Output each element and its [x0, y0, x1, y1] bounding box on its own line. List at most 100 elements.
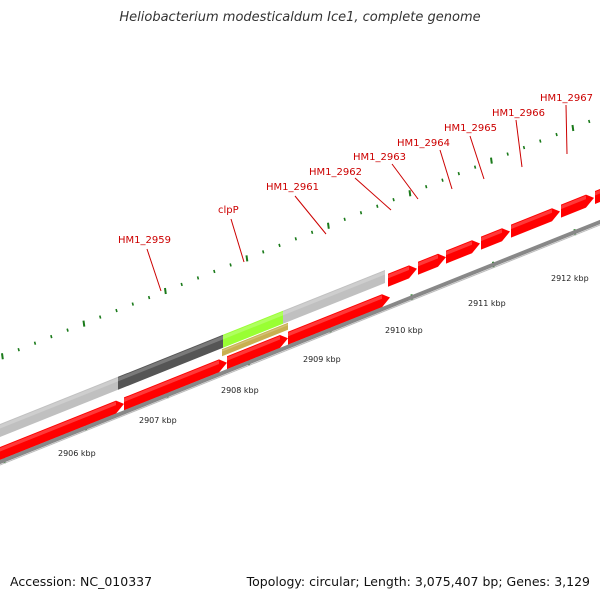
minor-tick: [131, 302, 134, 306]
minor-tick: [213, 269, 216, 274]
major-tick: [571, 124, 575, 132]
feature-upper-gray-2: [283, 270, 385, 324]
feature-upper-hm1-2959-shine: [118, 335, 223, 382]
minor-tick: [539, 139, 542, 143]
gene-labels: HM1_2959 clpP HM1_2961 HM1_2962 HM1_2963 HM1_…: [118, 93, 593, 246]
feature-upper-clpp: [223, 310, 283, 348]
cds-lower-2-body: [124, 359, 227, 411]
minor-tick: [506, 152, 509, 156]
leader-2: [294, 195, 327, 235]
minor-tick: [278, 243, 281, 248]
gene-label-HM1_2964: HM1_2964: [397, 138, 450, 149]
minor-tick: [262, 250, 265, 254]
minor-tick: [425, 184, 428, 189]
genome-backbone: [0, 219, 600, 466]
minor-tick: [310, 230, 314, 235]
kbp-label-1: 2907 kbp: [139, 416, 177, 425]
kbp-label-6: 2912 kbp: [551, 274, 589, 283]
feature-upper-gray-2-shine: [283, 271, 385, 316]
gene-label-clpP: clpP: [218, 205, 239, 216]
cds-hm1-2964-shine: [481, 229, 502, 242]
kbp-label-4: 2910 kbp: [385, 326, 423, 335]
major-tick: [327, 222, 330, 229]
gene-label-HM1_2962: HM1_2962: [309, 167, 362, 178]
minor-tick: [555, 132, 558, 137]
cds-hm1-2962-shine: [418, 254, 438, 267]
map-title: Heliobacterium modesticaldum Ice1, compl…: [119, 10, 481, 25]
minor-tick: [99, 315, 102, 319]
minor-tick: [147, 295, 151, 300]
cds-lower-1-shine: [0, 401, 116, 452]
minor-tick: [33, 341, 37, 345]
minor-tick: [50, 334, 53, 339]
minor-tick: [294, 237, 297, 241]
leader-5: [439, 149, 453, 190]
label-leader-lines: [146, 104, 568, 292]
gene-label-HM1_2966: HM1_2966: [492, 108, 545, 119]
backbone-shadow: [0, 224, 600, 466]
cds-lower-3: [227, 335, 288, 370]
cds-hm1-2967: [595, 188, 600, 204]
minor-tick: [473, 165, 477, 169]
accession-text: Accession: NC_010337: [10, 574, 153, 589]
minor-tick: [457, 171, 460, 176]
cds-lower-1: [0, 400, 124, 461]
cds-hm1-2962: [418, 253, 446, 275]
feature-clpp-olive-shine: [222, 323, 288, 352]
topology-text: Topology: circular: [246, 574, 356, 589]
cds-hm1-2963-body: [446, 240, 480, 264]
minor-tick: [522, 145, 526, 150]
cds-hm1-2961-shine: [388, 266, 409, 279]
cds-lower-4-body: [288, 294, 390, 345]
kbp-label-5: 2911 kbp: [468, 299, 506, 308]
genes-text: Genes: 3,129: [506, 574, 590, 589]
minor-tick: [229, 263, 232, 267]
major-tick: [490, 157, 493, 164]
gene-label-HM1_2967: HM1_2967: [540, 93, 593, 104]
cds-hm1-2961-body: [388, 265, 417, 287]
leader-4: [391, 163, 419, 200]
cds-hm1-2963: [446, 240, 480, 264]
cds-hm1-2962-body: [418, 253, 446, 275]
cds-lower-1-body: [0, 400, 124, 461]
kbp-label-3: 2909 kbp: [303, 355, 341, 364]
upper-tick-row: [1, 119, 591, 360]
minor-tick: [359, 211, 363, 215]
minor-tick: [196, 276, 200, 280]
minor-tick: [343, 217, 346, 221]
cds-hm1-2965-body: [511, 208, 560, 238]
feature-clpp-olive-body: [222, 322, 288, 357]
feature-upper-gray-1-body: [0, 376, 118, 437]
gene-label-HM1_2959: HM1_2959: [118, 235, 171, 246]
kbp-labels: 2906 kbp 2907 kbp 2908 kbp 2909 kbp 2910 kbp…: [58, 274, 589, 458]
feature-upper-clpp-body: [223, 310, 283, 348]
cds-lower-3-shine: [227, 336, 280, 361]
feature-upper-hm1-2959-body: [118, 334, 223, 390]
gene-label-HM1_2963: HM1_2963: [353, 152, 406, 163]
backbone-line: [0, 219, 600, 465]
feature-upper-gray-1-shine: [0, 377, 118, 429]
leader-3: [354, 177, 392, 211]
cds-lower-4-shine: [288, 295, 382, 337]
leader-7: [515, 119, 523, 168]
cds-hm1-2965: [511, 208, 560, 238]
cds-hm1-2965-shine: [511, 209, 552, 230]
feature-clpp-olive: [222, 322, 288, 357]
cds-hm1-2964: [481, 228, 510, 250]
minor-tick: [180, 282, 183, 287]
cds-hm1-2961: [388, 265, 417, 287]
leader-1: [230, 218, 245, 263]
cds-hm1-2967-shine: [595, 189, 600, 196]
major-tick: [164, 287, 167, 295]
minor-tick: [588, 119, 591, 124]
leader-6: [469, 135, 485, 180]
minor-tick: [441, 178, 444, 182]
kbp-label-2: 2908 kbp: [221, 386, 259, 395]
cds-hm1-2967-body: [595, 188, 600, 204]
feature-upper-gray-1: [0, 376, 118, 437]
feature-upper-clpp-shine: [223, 311, 283, 340]
major-tick: [245, 255, 249, 262]
feature-upper-gray-2-body: [283, 270, 385, 324]
feature-upper-hm1-2959: [118, 334, 223, 390]
leader-8: [565, 104, 568, 155]
